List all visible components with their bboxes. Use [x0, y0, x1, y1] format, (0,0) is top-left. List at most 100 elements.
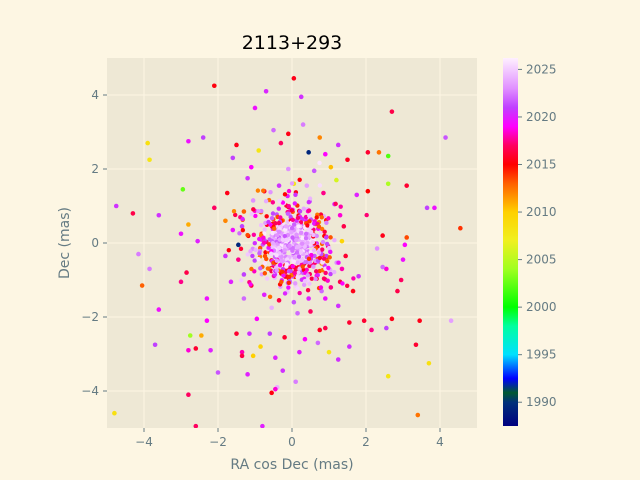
- scatter-point: [326, 349, 332, 355]
- scatter-point: [291, 76, 297, 81]
- scatter-point: [328, 235, 333, 240]
- scatter-point: [294, 232, 299, 237]
- scatter-point: [283, 224, 289, 229]
- scatter-point: [156, 212, 162, 218]
- scatter-point: [417, 318, 422, 324]
- scatter-point: [398, 277, 404, 283]
- scatter-point: [350, 288, 356, 294]
- scatter-point: [269, 216, 275, 221]
- scatter-point: [404, 183, 410, 188]
- y-axis-label: Dec (mas): [57, 207, 73, 279]
- scatter-point: [264, 214, 269, 219]
- scatter-point: [307, 263, 312, 269]
- x-tick-label: 4: [436, 435, 444, 449]
- scatter-point: [306, 227, 311, 233]
- scatter-point: [317, 183, 323, 188]
- scatter-point: [302, 279, 308, 284]
- scatter-point: [233, 212, 238, 218]
- scatter-point: [240, 227, 246, 233]
- scatter-point: [311, 221, 317, 226]
- scatter-point: [184, 270, 189, 275]
- scatter-point: [317, 327, 323, 333]
- scatter-point: [139, 283, 145, 288]
- scatter-point: [335, 357, 341, 362]
- scatter-point: [297, 290, 302, 296]
- scatter-point: [292, 255, 298, 261]
- scatter-point: [147, 266, 152, 272]
- scatter-point: [319, 215, 324, 220]
- scatter-point: [320, 260, 325, 265]
- scatter-point: [305, 240, 310, 246]
- scatter-point: [305, 287, 311, 293]
- scatter-point: [239, 349, 245, 355]
- scatter-point: [332, 237, 337, 243]
- scatter-point: [291, 299, 297, 305]
- scatter-point: [345, 157, 350, 163]
- scatter-point: [458, 225, 463, 231]
- scatter-point: [335, 142, 341, 148]
- scatter-point: [336, 260, 341, 265]
- scatter-point: [302, 336, 308, 342]
- scatter-point: [312, 253, 317, 259]
- scatter-point: [365, 150, 371, 155]
- scatter-point: [276, 298, 282, 303]
- scatter-point: [296, 254, 302, 259]
- scatter-point: [237, 231, 242, 236]
- scatter-point: [269, 305, 274, 311]
- scatter-point: [339, 266, 345, 272]
- y-tick-label: 2: [91, 162, 99, 176]
- scatter-point: [347, 320, 352, 325]
- scatter-point: [307, 219, 312, 224]
- scatter-point: [323, 151, 328, 157]
- scatter-point: [258, 245, 263, 251]
- scatter-point: [248, 282, 253, 287]
- scatter-point: [253, 213, 258, 219]
- scatter-point: [319, 288, 324, 294]
- x-tick-label: −4: [135, 435, 153, 449]
- scatter-point: [385, 373, 391, 379]
- scatter-point: [180, 187, 186, 192]
- scatter-point: [335, 303, 341, 309]
- scatter-point: [339, 238, 345, 244]
- colorbar-ticks: 1990 1995 2000 2005 2010 2015 2020 2025: [518, 62, 557, 409]
- scatter-point: [228, 279, 234, 285]
- scatter-point: [316, 224, 322, 229]
- scatter-point: [413, 342, 419, 348]
- scatter-point: [269, 390, 274, 396]
- scatter-point: [306, 150, 311, 155]
- scatter-point: [314, 233, 319, 239]
- scatter-point: [273, 386, 278, 392]
- scatter-point: [270, 200, 276, 205]
- scatter-point: [319, 226, 325, 232]
- scatter-point: [306, 208, 312, 213]
- scatter-point: [270, 241, 276, 246]
- scatter-point: [249, 211, 254, 217]
- scatter-point: [257, 251, 262, 256]
- scatter-point: [255, 188, 261, 193]
- scatter-point: [298, 94, 304, 100]
- scatter-point: [282, 335, 287, 340]
- scatter-point: [245, 232, 250, 238]
- scatter-point: [351, 276, 356, 281]
- scatter-point: [307, 260, 313, 265]
- scatter-point: [251, 232, 257, 237]
- scatter-point: [297, 209, 303, 214]
- scatter-point: [286, 280, 292, 285]
- scatter-point: [251, 207, 256, 212]
- scatter-point: [325, 258, 330, 264]
- scatter-point: [292, 201, 298, 206]
- scatter-point: [236, 242, 241, 248]
- scatter-point: [290, 264, 296, 269]
- scatter-point: [280, 368, 286, 373]
- scatter-point: [252, 240, 257, 246]
- scatter-point: [297, 177, 302, 183]
- y-tick-label: −2: [81, 310, 99, 324]
- chart-title: 2113+293: [242, 32, 343, 54]
- scatter-points: [112, 76, 463, 428]
- scatter-point: [323, 270, 328, 276]
- scatter-point: [384, 325, 389, 331]
- scatter-point: [270, 230, 275, 236]
- scatter-point: [230, 227, 236, 233]
- scatter-point: [147, 157, 152, 163]
- scatter-point: [385, 181, 391, 187]
